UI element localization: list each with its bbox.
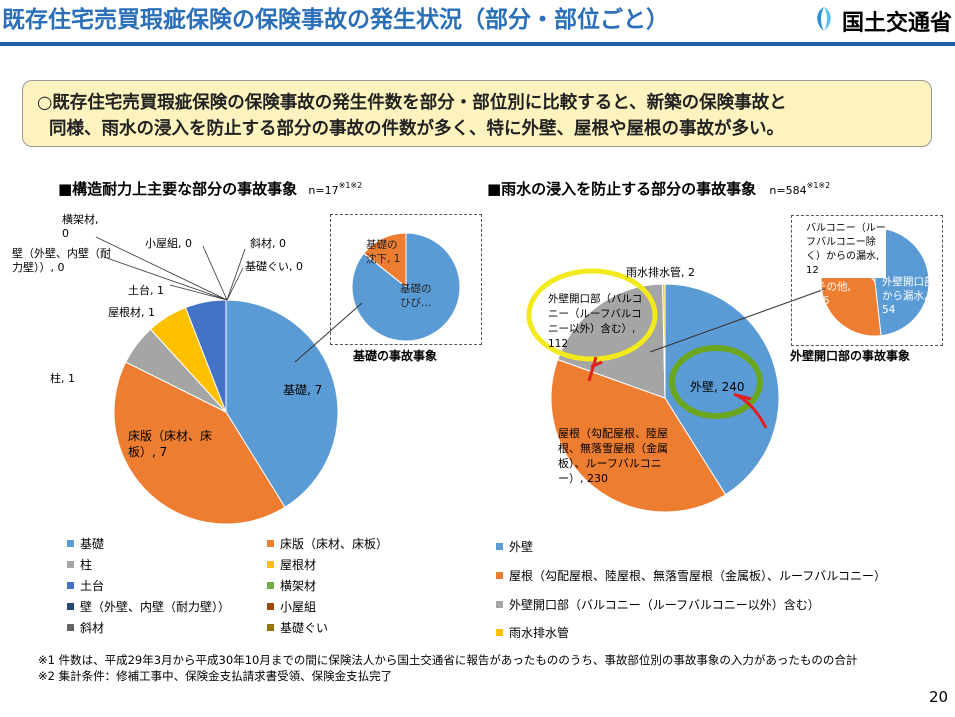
legend-item: 屋根（勾配屋根、陸屋根、無落雪屋根（金属板）、ルーフバルコニー） bbox=[496, 567, 886, 584]
left-chart-title: ■構造耐力上主要な部分の事故事象 n=17※1※2 bbox=[58, 180, 363, 198]
right-pie-slice-1 bbox=[550, 358, 727, 513]
label-kabe: 壁（外壁、内壁（耐力壁））, 0 bbox=[12, 247, 111, 274]
footnotes: ※1 件数は、平成29年3月から平成30年10月までの間に保険法人から国土交通省… bbox=[38, 652, 857, 684]
label-kisogui: 基礎ぐい, 0 bbox=[245, 260, 303, 273]
left-inset-caption: 基礎の事故事象 bbox=[353, 349, 438, 363]
highlight-green-ellipse bbox=[669, 345, 763, 419]
left-inset-box bbox=[330, 214, 482, 345]
legend-item: 外壁 bbox=[496, 538, 533, 555]
left-inset-pie bbox=[351, 232, 461, 342]
label-yaneza: 屋根材, 1 bbox=[108, 306, 155, 319]
annotation-red-mark-2 bbox=[733, 392, 768, 429]
legend-item: 床版（床材、床板） bbox=[267, 535, 388, 552]
label-yane: 屋根（勾配屋根、陸屋根、無落雪屋根（金属板）、ルーフバルコニー）, 230 bbox=[558, 427, 668, 485]
annotation-red-mark-1 bbox=[587, 356, 603, 382]
label-kiso: 基礎, 7 bbox=[283, 383, 323, 397]
ministry-name: 国土交通省 bbox=[842, 11, 953, 36]
summary-box: ○既存住宅売買瑕疵保険の保険事故の発生件数を部分・部位別に比較すると、新築の保険… bbox=[22, 80, 932, 147]
page-number: 20 bbox=[929, 688, 949, 706]
legend-item: 基礎ぐい bbox=[267, 619, 328, 636]
legend-item: 屋根材 bbox=[267, 556, 316, 573]
legend-item: 横架材 bbox=[267, 577, 316, 594]
legend-item: 外壁開口部（バルコニー（ルーフバルコニー以外）含む） bbox=[496, 596, 820, 613]
inset-label-sonota: その他, 46 bbox=[816, 281, 851, 307]
legend-item: 土台 bbox=[67, 577, 104, 594]
left-pie bbox=[113, 299, 339, 525]
summary-line-2: 同様、雨水の浸入を防止する部分の事故の件数が多く、特に外壁、屋根や屋根の事故が多… bbox=[49, 119, 784, 139]
summary-line-1: ○既存住宅売買瑕疵保険の保険事故の発生件数を部分・部位別に比較すると、新築の保険… bbox=[37, 93, 787, 113]
label-kaikobu: 外壁開口部（バルコニー（ルーフバルコニー以外）含む）, 112 bbox=[548, 293, 643, 350]
footnote-2: ※2 集計条件：修補工事中、保険金支払請求書受領、保険金支払完了 bbox=[38, 669, 393, 683]
page-title: 既存住宅売買瑕疵保険の保険事故の発生状況（部分・部位ごと） bbox=[2, 7, 669, 33]
right-inset-caption: 外壁開口部の事故事象 bbox=[790, 349, 911, 363]
label-koyagumi: 小屋組, 0 bbox=[145, 237, 192, 250]
legend-item: 基礎 bbox=[67, 535, 104, 552]
left-pie-slice-1 bbox=[113, 361, 286, 525]
label-usuihaisui: 雨水排水管, 2 bbox=[626, 266, 695, 279]
header-divider bbox=[0, 42, 955, 46]
right-inset-connector bbox=[649, 288, 826, 353]
right-inset-box bbox=[791, 215, 943, 346]
legend-item: 斜材 bbox=[67, 619, 104, 636]
zero-slice-leaders bbox=[95, 236, 246, 301]
label-shazai: 斜材, 0 bbox=[250, 237, 286, 250]
highlight-yellow-ellipse bbox=[526, 268, 658, 362]
label-okazai: 横架材, 0 bbox=[62, 213, 99, 240]
legend-item: 柱 bbox=[67, 556, 92, 573]
right-pie bbox=[550, 283, 780, 513]
right-legend: 外壁 屋根（勾配屋根、陸屋根、無落雪屋根（金属板）、ルーフバルコニー） 外壁開口… bbox=[496, 538, 946, 641]
right-inset-slice-0 bbox=[874, 227, 930, 337]
ministry-logo-icon bbox=[817, 7, 831, 31]
inset-label-hibiware: 基礎のひび… bbox=[400, 283, 432, 309]
right-pie-slice-2 bbox=[557, 283, 666, 399]
legend-item: 雨水排水管 bbox=[496, 624, 569, 641]
inset-label-chinka: 基礎の沈下, 1 bbox=[366, 239, 401, 265]
left-inset-connector bbox=[294, 302, 363, 363]
inset-label-kaikobu-rosui: 外壁開口部から漏水, 54 bbox=[882, 276, 935, 316]
right-pie-slice-3 bbox=[662, 283, 666, 399]
footnote-1: ※1 件数は、平成29年3月から平成30年10月までの間に保険法人から国土交通省… bbox=[38, 653, 858, 667]
label-hashira: 柱, 1 bbox=[50, 372, 75, 385]
left-pie-slice-0 bbox=[225, 299, 339, 508]
right-chart-title: ■雨水の浸入を防止する部分の事故事象 n=584※1※2 bbox=[487, 180, 831, 198]
label-shoban: 床版（床材、床板）, 7 bbox=[128, 429, 213, 459]
inset-label-balcony: バルコニー（ルーフバルコニー除く）からの漏水, 12 bbox=[806, 222, 886, 278]
legend-item: 小屋組 bbox=[267, 598, 316, 615]
left-inset-slice-1 bbox=[363, 232, 407, 289]
left-legend: 基礎 床版（床材、床板） 柱 屋根材 土台 横架材 壁（外壁、内壁（耐力壁）） … bbox=[67, 535, 447, 635]
label-gaiheki: 外壁, 240 bbox=[690, 380, 745, 394]
label-dodai: 土台, 1 bbox=[128, 284, 164, 297]
legend-item: 壁（外壁、内壁（耐力壁）） bbox=[67, 598, 230, 615]
